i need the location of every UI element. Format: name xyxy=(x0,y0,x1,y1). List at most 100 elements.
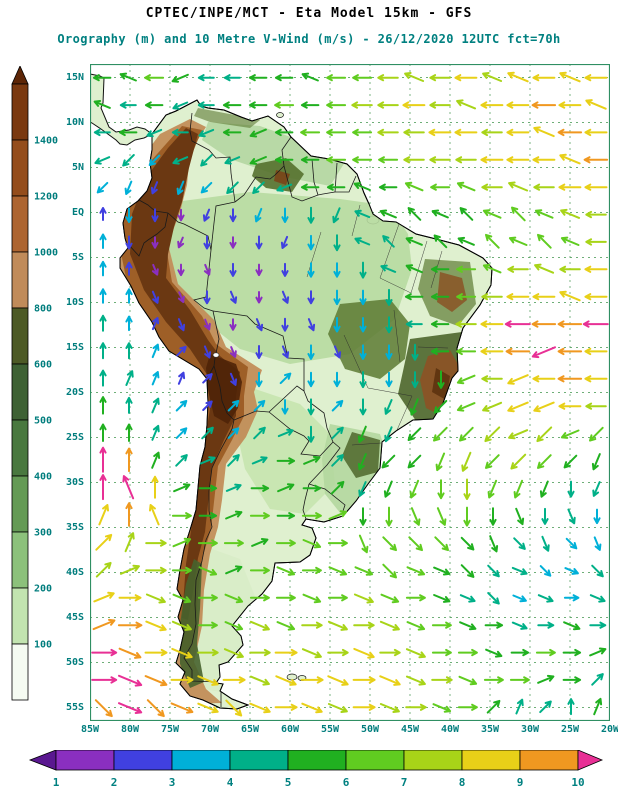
wind-arrow xyxy=(198,512,218,520)
wind-arrow xyxy=(485,233,500,249)
wind-arrow xyxy=(385,316,393,334)
wind-arrow xyxy=(352,676,376,684)
svg-text:200: 200 xyxy=(34,584,52,595)
wind-arrow xyxy=(177,291,185,303)
wind-arrow xyxy=(532,74,556,82)
wind-arrow xyxy=(431,648,452,657)
wind-arrow xyxy=(359,507,367,526)
svg-text:500: 500 xyxy=(34,416,52,427)
wind-arrow xyxy=(513,479,524,499)
wind-arrow xyxy=(300,183,320,191)
wind-arrow xyxy=(118,674,143,687)
wind-arrow xyxy=(480,320,504,328)
wind-arrow xyxy=(99,314,107,332)
wind-arrow xyxy=(307,318,316,332)
wind-arrow xyxy=(124,532,135,553)
wind-arrow xyxy=(539,700,552,714)
wind-arrow xyxy=(352,703,376,711)
andes-darkbrown-core xyxy=(130,128,240,620)
wind-arrow xyxy=(255,291,263,304)
wind-arrow xyxy=(249,512,270,520)
border-bolivia-chile xyxy=(213,365,235,421)
wind-arrow xyxy=(531,346,556,359)
border-colombia-venezuela xyxy=(189,112,236,203)
wind-arrow xyxy=(249,702,271,714)
wind-arrow xyxy=(593,536,602,551)
wind-arrow xyxy=(124,180,133,195)
wind-arrow xyxy=(274,648,298,657)
wind-arrow xyxy=(198,128,215,138)
border-frguiana-brazil xyxy=(335,175,357,193)
wind-arrow xyxy=(281,290,290,304)
wind-arrow xyxy=(455,156,477,164)
wind-arrow xyxy=(484,621,504,629)
wind-arrow xyxy=(457,703,478,711)
wind-arrow xyxy=(353,647,375,659)
wind-arrow xyxy=(562,648,582,657)
lat-tick-label: 10S xyxy=(65,296,84,308)
wind-arrow xyxy=(510,648,530,657)
wind-arrow xyxy=(301,621,323,629)
wind-arrow xyxy=(92,74,112,82)
wind-arrow xyxy=(407,454,422,469)
wind-arrow xyxy=(222,128,242,137)
wind-arrow xyxy=(583,156,609,164)
wind-arrow xyxy=(482,72,503,82)
wind-arrow xyxy=(119,101,137,109)
border-argentina-uruguay xyxy=(302,483,310,520)
wind-arrow xyxy=(301,702,323,714)
wind-arrow xyxy=(249,156,267,165)
wind-arrow xyxy=(175,454,188,467)
wind-arrow xyxy=(276,457,296,465)
wind-arrow xyxy=(359,289,367,306)
wind-arrow xyxy=(301,72,319,82)
wind-arrow xyxy=(176,345,187,357)
wind-arrow xyxy=(558,402,582,410)
wind-arrow xyxy=(253,426,266,440)
wind-arrow xyxy=(223,648,244,659)
wind-arrow xyxy=(510,453,527,470)
wind-arrow xyxy=(505,347,531,356)
wind-arrow xyxy=(537,674,555,684)
south-america-base-map xyxy=(90,64,610,721)
wind-arrow xyxy=(515,698,524,715)
lon-tick-label: 60W xyxy=(280,724,300,735)
wind-arrow xyxy=(537,233,552,249)
wind-arrow xyxy=(251,456,268,465)
svg-text:8: 8 xyxy=(459,776,466,789)
wind-arrow xyxy=(406,621,426,631)
wind-arrow xyxy=(456,374,476,385)
wind-arrow xyxy=(436,507,447,526)
wind-arrow xyxy=(559,290,581,302)
wind-arrow xyxy=(202,400,213,411)
wind-arrow xyxy=(487,479,498,499)
wind-arrow xyxy=(487,564,500,578)
wind-arrow xyxy=(125,502,133,527)
lon-tick-label: 30W xyxy=(520,724,540,735)
wind-arrow xyxy=(227,454,240,467)
wind-arrow xyxy=(95,561,112,578)
wind-arrow xyxy=(435,452,446,472)
wind-arrow xyxy=(229,236,237,249)
wind-arrow xyxy=(125,396,133,414)
wind-arrow xyxy=(460,564,475,578)
lat-tick-label: 45S xyxy=(65,611,84,623)
wind-arrow xyxy=(224,621,244,631)
wind-arrow xyxy=(533,126,555,138)
wind-arrow xyxy=(326,74,347,82)
wind-arrow xyxy=(255,263,263,277)
wind-arrow xyxy=(429,74,451,82)
wind-arrow xyxy=(508,236,528,246)
wind-arrow xyxy=(456,99,477,110)
wind-arrow xyxy=(593,508,601,525)
wind-arrow xyxy=(380,593,400,604)
wind-arrow xyxy=(433,566,451,576)
wind-arrow xyxy=(591,564,604,578)
wind-arrow xyxy=(480,101,504,109)
wind-arrow xyxy=(151,343,160,359)
wind-arrow xyxy=(274,101,295,109)
wind-arrow xyxy=(507,374,529,385)
wind-arrow xyxy=(357,453,367,471)
wind-arrow xyxy=(559,153,581,165)
wind-arrow xyxy=(458,675,478,686)
